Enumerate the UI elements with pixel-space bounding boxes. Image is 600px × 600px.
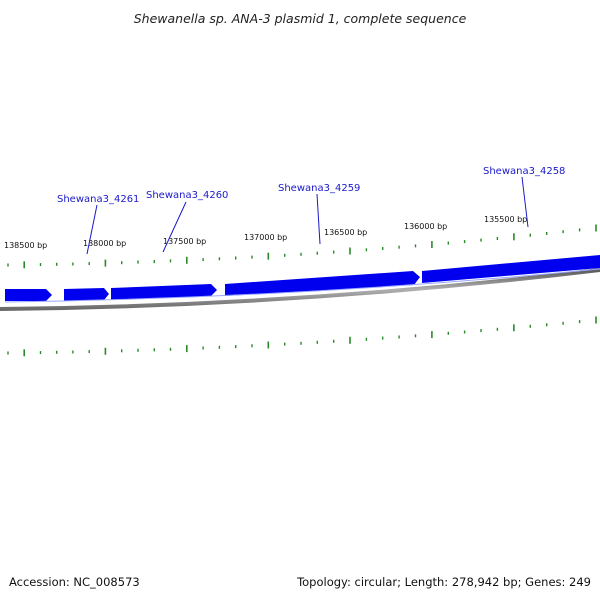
accession-text: Accession: NC_008573 (9, 575, 140, 589)
gene-arrow[interactable] (5, 289, 52, 301)
tick-label: 138000 bp (83, 239, 126, 248)
gene-label[interactable]: Shewana3_4260 (146, 190, 228, 201)
tick-label: 138500 bp (4, 241, 47, 250)
gene-shadow (4, 268, 600, 303)
sequence-backbone (0, 268, 600, 311)
callout-line (162, 201, 187, 253)
tick-label: 137500 bp (163, 237, 206, 246)
gene-arrow[interactable] (422, 255, 600, 283)
callout-line (521, 176, 529, 228)
map-title: Shewanella sp. ANA-3 plasmid 1, complete… (134, 11, 467, 26)
gene-label[interactable]: Shewana3_4258 (483, 166, 565, 177)
gene-arrow[interactable] (64, 288, 109, 301)
tick-label: 137000 bp (244, 233, 287, 242)
gene-callouts: Shewana3_4261 Shewana3_4260 Shewana3_425… (57, 166, 565, 255)
callout-line (316, 193, 321, 245)
gene-label[interactable]: Shewana3_4259 (278, 183, 360, 194)
outer-scale-ticks (7, 224, 597, 269)
gene-label[interactable]: Shewana3_4261 (57, 194, 139, 205)
callout-line (86, 204, 98, 255)
summary-text: Topology: circular; Length: 278,942 bp; … (296, 575, 591, 589)
gene-arrow[interactable] (111, 284, 217, 300)
inner-scale-ticks (7, 316, 597, 357)
tick-label: 136000 bp (404, 222, 447, 231)
gene-arrow[interactable] (225, 271, 420, 296)
tick-label: 136500 bp (324, 228, 367, 237)
tick-label: 135500 bp (484, 215, 527, 224)
gene-track (4, 255, 600, 303)
scale-labels: 138500 bp 138000 bp 137500 bp 137000 bp … (4, 215, 527, 250)
